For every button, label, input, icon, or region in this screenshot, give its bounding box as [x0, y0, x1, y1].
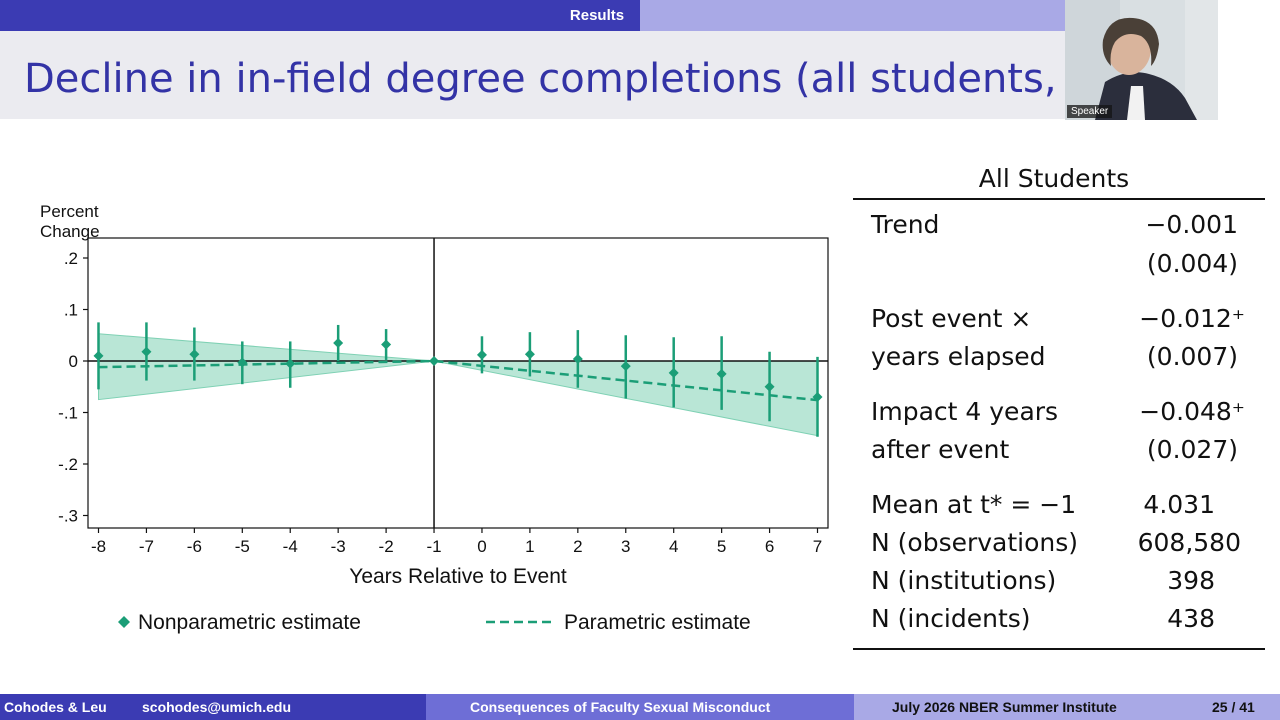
x-tick-label-12: 4 [669, 537, 678, 556]
parametric-band [98, 333, 818, 437]
point--1 [429, 356, 440, 366]
row-post-label: Post event × [871, 304, 1032, 333]
header-bar-left [0, 0, 640, 31]
footer-talk-title: Consequences of Faculty Sexual Misconduc… [470, 699, 771, 715]
footer-email: scohodes@umich.edu [142, 699, 292, 715]
x-tick-label-13: 5 [717, 537, 726, 556]
row-impact-value: −0.048⁺ [1139, 397, 1245, 426]
point-4 [668, 367, 679, 378]
row-mean-value: 4.031 [1143, 490, 1215, 519]
point-1 [524, 349, 535, 360]
table-header: All Students [978, 164, 1130, 193]
x-tick-label-10: 2 [573, 537, 582, 556]
speaker-video [1065, 0, 1218, 120]
point--2 [381, 339, 392, 350]
row-mean-label: Mean at t* = −1 [871, 490, 1077, 519]
plot-frame [87, 237, 829, 529]
x-tick-label-14: 6 [765, 537, 774, 556]
row-post-se: (0.007) [1146, 342, 1238, 371]
footer-bar: Cohodes & Leu scohodes@umich.edu Consequ… [0, 694, 1280, 720]
point-5 [716, 368, 727, 379]
legend-nonparametric: Nonparametric estimate [138, 611, 361, 634]
point-2 [572, 353, 583, 364]
x-tick-label-4: -4 [283, 537, 298, 556]
x-tick-label-6: -2 [379, 537, 394, 556]
point--7 [141, 346, 152, 357]
point--6 [189, 349, 200, 360]
row-impact-label: Impact 4 years [871, 397, 1059, 426]
x-tick-label-9: 1 [525, 537, 534, 556]
header-bar-right [640, 0, 1065, 31]
speaker-label: Speaker [1067, 105, 1113, 118]
y-axis-label-line1: Percent [40, 202, 99, 221]
point--4 [285, 358, 296, 369]
point-6 [764, 381, 775, 392]
x-tick-label-7: -1 [426, 537, 441, 556]
y-tick-label-4: -.2 [58, 455, 78, 474]
row-trend-label: Trend [871, 210, 940, 239]
y-tick-label-1: .1 [64, 301, 78, 320]
footer-venue: July 2026 NBER Summer Institute [892, 699, 1117, 715]
event-study-chart: Percent Change .2 .1 0 -.1 -.2 -.3 -8 -7 -6 -5 -4 -… [40, 202, 829, 634]
section-label[interactable]: Results [569, 7, 625, 24]
y-tick-label-3: -.1 [58, 404, 78, 423]
x-tick-label-8: 0 [477, 537, 486, 556]
y-tick-label-0: .2 [64, 249, 78, 268]
x-tick-label-5: -3 [331, 537, 346, 556]
table-bottom-rule [853, 648, 1265, 650]
row-incidents-label: N (incidents) [871, 604, 1031, 633]
row-inst-label: N (institutions) [871, 566, 1057, 595]
point--3 [333, 337, 344, 348]
point--5 [237, 357, 248, 368]
x-tick-label-3: -5 [235, 537, 250, 556]
row-trend-se: (0.004) [1146, 249, 1238, 278]
title-band: Decline in in-field degree completions (… [0, 31, 1065, 119]
row-impact-label-2: after event [871, 435, 1010, 464]
parametric-line [98, 359, 818, 402]
point-3 [620, 361, 631, 372]
row-trend-value: −0.001 [1145, 210, 1238, 239]
x-tick-label-15: 7 [813, 537, 822, 556]
row-obs-label: N (observations) [871, 528, 1079, 557]
x-tick-label-1: -7 [139, 537, 154, 556]
row-obs-value: 608,580 [1137, 528, 1241, 557]
chart-area: Percent Change .2 .1 0 -.1 -.2 -.3 -8 -7 -6 -5 -4 -… [20, 196, 840, 646]
speaker-image [1065, 0, 1218, 120]
y-tick-label-2: 0 [69, 352, 78, 371]
x-tick-label-0: -8 [91, 537, 106, 556]
point--8 [93, 350, 104, 361]
row-incidents-value: 438 [1167, 604, 1215, 633]
point-7 [812, 392, 823, 403]
row-post-label-2: years elapsed [871, 342, 1046, 371]
x-tick-label-11: 3 [621, 537, 630, 556]
footer-authors: Cohodes & Leu [4, 699, 107, 715]
y-axis-label-line2: Change [40, 222, 100, 241]
point-0 [476, 349, 487, 360]
table-top-rule [853, 198, 1265, 200]
slide-title: Decline in in-field degree completions (… [24, 56, 1065, 102]
results-table: All Students Trend −0.001 (0.004) Post e… [853, 160, 1265, 650]
x-tick-label-2: -6 [187, 537, 202, 556]
row-post-value: −0.012⁺ [1139, 304, 1245, 333]
legend-diamond-icon [118, 616, 130, 628]
row-inst-value: 398 [1167, 566, 1215, 595]
footer-page-number: 25 / 41 [1212, 699, 1255, 715]
y-tick-label-5: -.3 [58, 507, 78, 526]
x-axis-label: Years Relative to Event [349, 565, 567, 588]
legend-parametric: Parametric estimate [564, 611, 751, 634]
row-impact-se: (0.027) [1146, 435, 1238, 464]
